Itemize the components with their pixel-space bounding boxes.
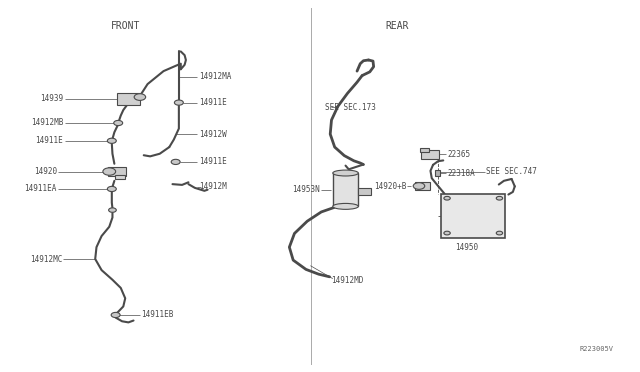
Text: 14920: 14920 bbox=[34, 167, 57, 176]
Text: 14912MC: 14912MC bbox=[29, 254, 62, 263]
Text: 14939: 14939 bbox=[40, 94, 63, 103]
Text: 14912MA: 14912MA bbox=[198, 72, 231, 81]
Circle shape bbox=[172, 159, 180, 164]
Text: 14912MD: 14912MD bbox=[332, 276, 364, 285]
Bar bbox=[115, 175, 125, 179]
Circle shape bbox=[444, 196, 451, 200]
Circle shape bbox=[444, 231, 451, 235]
Ellipse shape bbox=[333, 203, 358, 209]
Bar bbox=[358, 188, 371, 195]
Circle shape bbox=[108, 138, 116, 143]
Text: 14912W: 14912W bbox=[198, 129, 227, 139]
Text: 14911E: 14911E bbox=[36, 136, 63, 145]
Bar bbox=[435, 170, 440, 176]
Circle shape bbox=[103, 168, 116, 175]
Circle shape bbox=[413, 183, 425, 189]
Text: 14920+B: 14920+B bbox=[374, 182, 406, 190]
Text: R223005V: R223005V bbox=[580, 346, 614, 352]
Text: 14911E: 14911E bbox=[198, 98, 227, 107]
Text: REAR: REAR bbox=[385, 21, 408, 31]
Text: 22365: 22365 bbox=[448, 150, 471, 159]
Circle shape bbox=[496, 231, 502, 235]
Circle shape bbox=[496, 196, 502, 200]
Text: 14911EB: 14911EB bbox=[141, 311, 173, 320]
Circle shape bbox=[108, 186, 116, 192]
Circle shape bbox=[109, 208, 116, 212]
Text: FRONT: FRONT bbox=[111, 21, 140, 31]
Text: 22318A: 22318A bbox=[448, 169, 476, 177]
Text: SEE SEC.747: SEE SEC.747 bbox=[486, 167, 537, 176]
Bar bbox=[117, 93, 140, 105]
Text: 14912MB: 14912MB bbox=[31, 119, 63, 128]
Text: 14911E: 14911E bbox=[198, 157, 227, 166]
Circle shape bbox=[111, 312, 120, 318]
Bar bbox=[333, 173, 358, 206]
Ellipse shape bbox=[333, 170, 358, 176]
Bar bbox=[421, 150, 439, 158]
Circle shape bbox=[174, 100, 183, 105]
Bar bbox=[415, 182, 430, 190]
Text: 14953N: 14953N bbox=[292, 185, 320, 194]
Circle shape bbox=[134, 94, 146, 100]
Bar bbox=[420, 148, 429, 152]
Text: 14911EA: 14911EA bbox=[24, 185, 57, 193]
Text: 14950: 14950 bbox=[455, 243, 479, 252]
Text: 14912M: 14912M bbox=[198, 182, 227, 191]
Circle shape bbox=[114, 121, 123, 126]
Bar bbox=[108, 167, 126, 176]
Bar bbox=[442, 194, 505, 237]
Text: SEE SEC.173: SEE SEC.173 bbox=[325, 103, 376, 112]
